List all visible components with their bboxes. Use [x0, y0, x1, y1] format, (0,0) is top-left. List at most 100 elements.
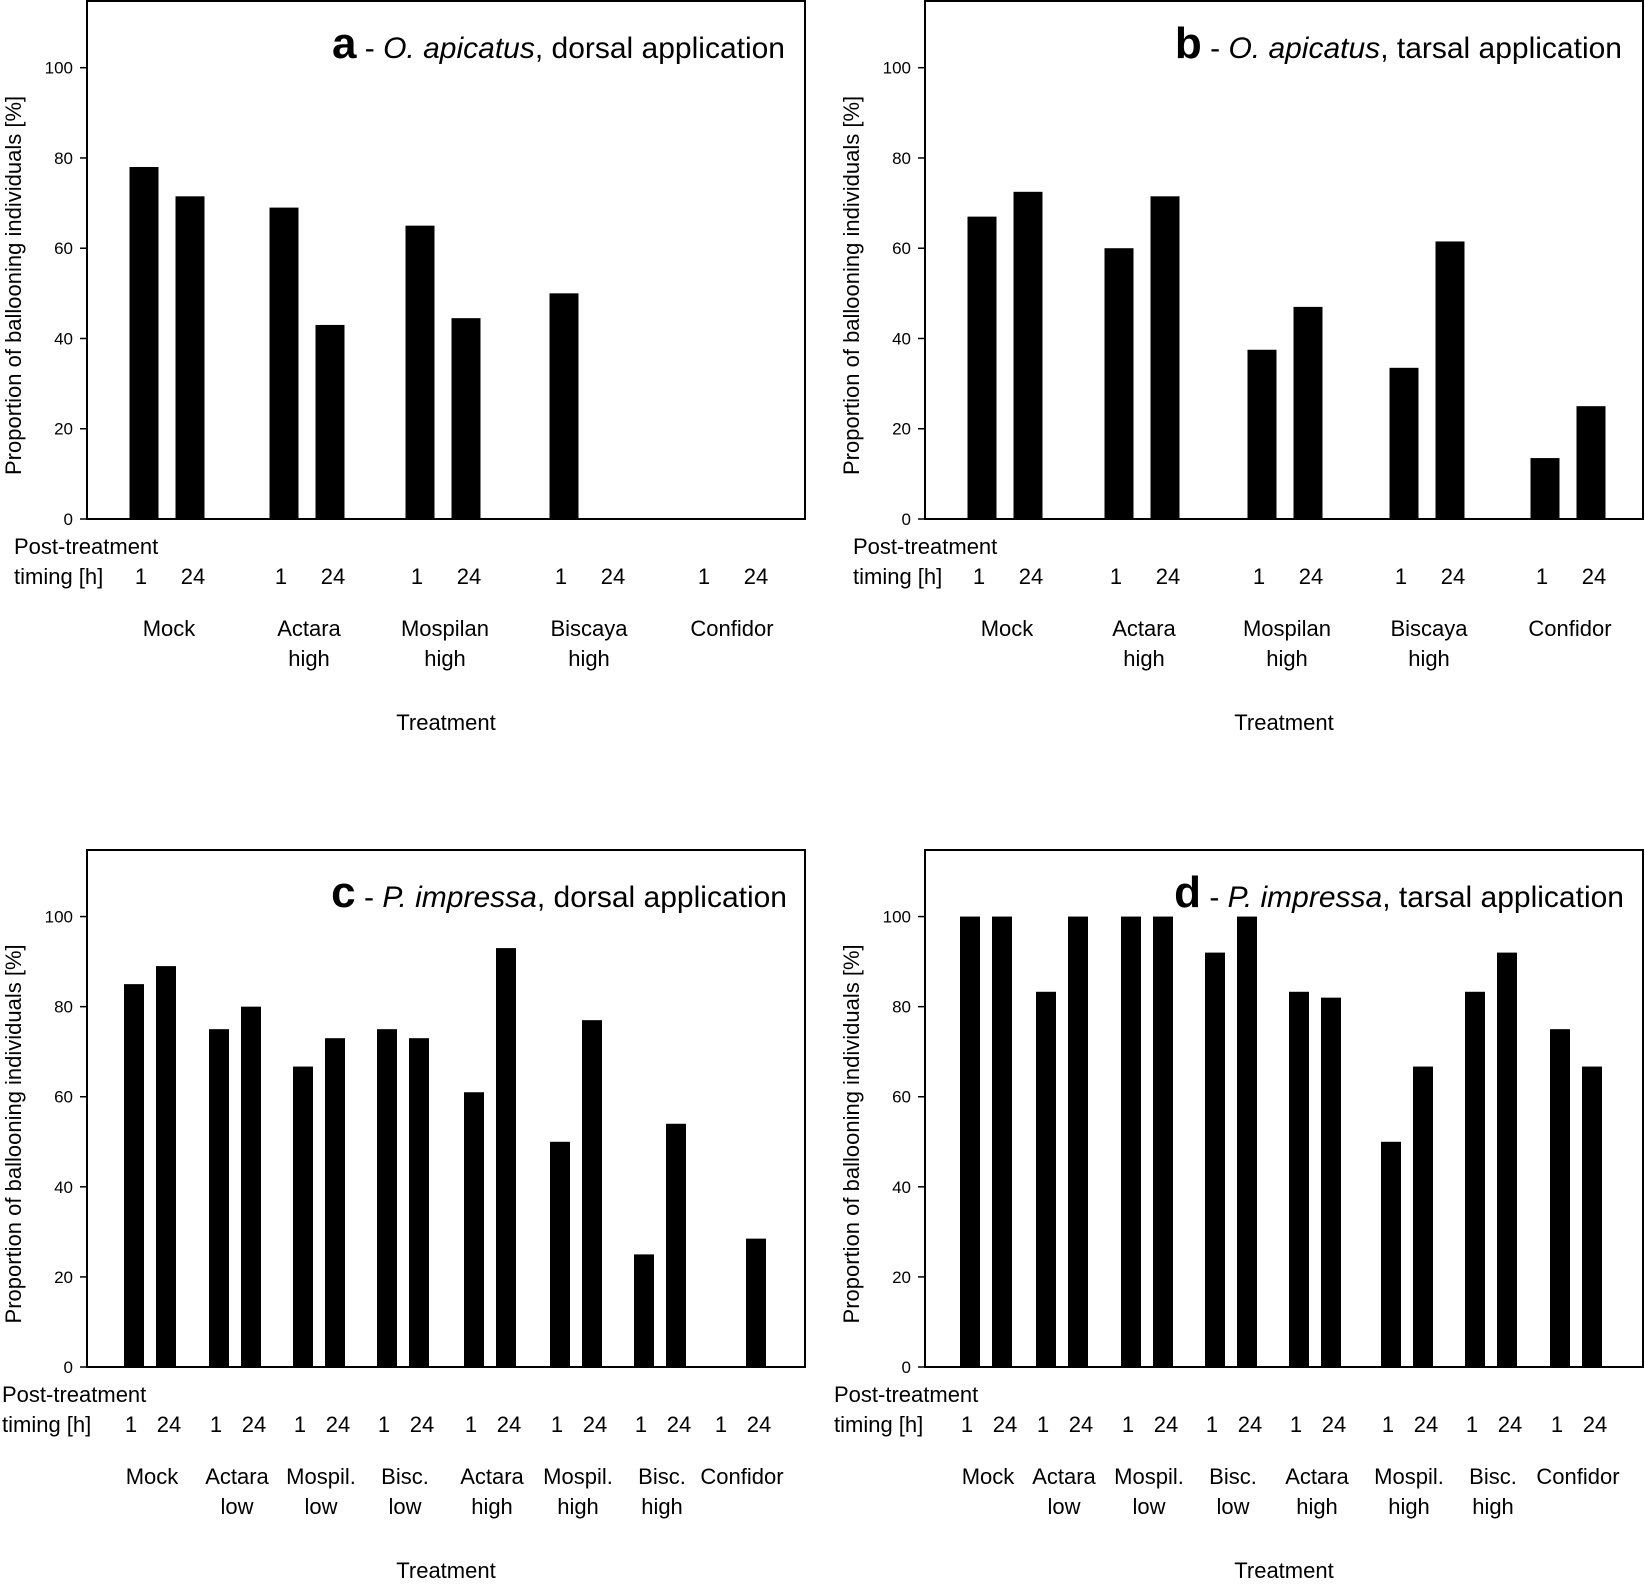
category-label: low: [388, 1494, 421, 1519]
category-label: Mospilan: [401, 616, 489, 641]
timing-1h-label: 1: [378, 1412, 390, 1437]
bar-bisc-high-24h: [666, 1123, 686, 1367]
panel-letter: d: [1174, 868, 1201, 917]
plot-frame: [86, 849, 806, 1368]
timing-label-line1: Post-treatment: [14, 534, 158, 559]
bar-bisc-low-1h: [1205, 952, 1225, 1367]
timing-1h-label: 1: [294, 1412, 306, 1437]
panel-letter: b: [1175, 19, 1202, 68]
y-tick-label: 100: [883, 908, 911, 927]
timing-1h-label: 1: [411, 564, 423, 589]
bar-actara-high-1h: [464, 1092, 484, 1367]
x-axis-label: Treatment: [1234, 1558, 1333, 1583]
bar-mock-1h: [129, 166, 159, 519]
category-label: Mock: [962, 1464, 1016, 1489]
bar-mospil-high-1h: [1381, 1141, 1401, 1367]
x-axis-label: Treatment: [396, 710, 495, 735]
bar-actara-low-1h: [209, 1029, 229, 1367]
timing-1h-label: 1: [135, 564, 147, 589]
timing-1h-label: 1: [125, 1412, 137, 1437]
y-tick-label: 40: [54, 1178, 73, 1197]
timing-24h-label: 24: [744, 564, 768, 589]
category-label: Actara: [1285, 1464, 1349, 1489]
panel-c: 0 20 40 60 80 100 Proportion of ballooning ind…: [1, 849, 806, 1583]
y-tick-label: 40: [892, 1178, 911, 1197]
timing-24h-label: 24: [1414, 1412, 1438, 1437]
category-label: Actara: [460, 1464, 524, 1489]
category-label: Mospil.: [1374, 1464, 1444, 1489]
timing-label-line1: Post-treatment: [853, 534, 997, 559]
category-label: Actara: [1112, 616, 1176, 641]
bar-actara-high-24h: [315, 324, 345, 519]
y-tick-label: 40: [54, 329, 73, 348]
bar-confidor-24h: [1582, 1066, 1602, 1367]
category-label: Bisc.: [1469, 1464, 1517, 1489]
timing-1h-label: 1: [1466, 1412, 1478, 1437]
timing-24h-label: 24: [497, 1412, 521, 1437]
category-label: Bisc.: [638, 1464, 686, 1489]
timing-1h-label: 1: [1206, 1412, 1218, 1437]
y-tick-label: 60: [892, 1088, 911, 1107]
timing-24h-label: 24: [1498, 1412, 1522, 1437]
bar-mock-1h: [960, 916, 980, 1367]
category-label: high: [424, 646, 466, 671]
timing-1h-label: 1: [465, 1412, 477, 1437]
y-tick-label: 20: [892, 420, 911, 439]
timing-24h-label: 24: [993, 1412, 1017, 1437]
timing-1h-label: 1: [555, 564, 567, 589]
title-species: P. impressa: [1228, 881, 1383, 914]
timing-1h-label: 1: [1122, 1412, 1134, 1437]
category-label: Actara: [1032, 1464, 1096, 1489]
category-label: Mospil.: [543, 1464, 613, 1489]
y-tick-label: 80: [54, 149, 73, 168]
title-rest: , tarsal application: [1382, 881, 1624, 914]
title-species: O. apicatus: [1228, 32, 1380, 65]
timing-1h-label: 1: [635, 1412, 647, 1437]
y-tick-label: 20: [54, 420, 73, 439]
timing-24h-label: 24: [1238, 1412, 1262, 1437]
bar-confidor-24h: [1576, 406, 1606, 519]
category-label: Mospil.: [1114, 1464, 1184, 1489]
y-tick-label: 80: [892, 149, 911, 168]
category-label: high: [1388, 1494, 1430, 1519]
bar-biscaya-high-1h: [1389, 367, 1419, 519]
plot-frame: [924, 849, 1644, 1368]
timing-1h-label: 1: [1395, 564, 1407, 589]
timing-24h-label: 24: [1156, 564, 1180, 589]
category-label: Confidor: [690, 616, 773, 641]
category-label: high: [1472, 1494, 1514, 1519]
timing-1h-label: 1: [698, 564, 710, 589]
bar-mospilan-high-24h: [1293, 306, 1323, 519]
x-axis-label: Treatment: [396, 1558, 495, 1583]
y-tick-label: 100: [45, 59, 73, 78]
bar-biscaya-high-1h: [549, 293, 579, 519]
panel-letter: a: [332, 19, 357, 68]
timing-24h-label: 24: [321, 564, 345, 589]
category-label: Confidor: [1536, 1464, 1619, 1489]
bar-mospilan-high-1h: [1247, 349, 1277, 519]
timing-24h-label: 24: [747, 1412, 771, 1437]
y-tick-label: 100: [883, 59, 911, 78]
title-species: P. impressa: [382, 881, 537, 914]
x-axis-label: Treatment: [1234, 710, 1333, 735]
bar-actara-low-24h: [241, 1006, 261, 1367]
bar-actara-low-1h: [1036, 991, 1056, 1367]
timing-24h-label: 24: [1069, 1412, 1093, 1437]
timing-1h-label: 1: [1290, 1412, 1302, 1437]
bar-actara-high-1h: [1104, 248, 1134, 519]
panel-title: d - P. impressa, tarsal application: [1174, 868, 1624, 917]
panel-title: c - P. impressa, dorsal application: [331, 868, 787, 917]
bar-mock-24h: [992, 916, 1012, 1367]
y-axis-label: Proportion of ballooning individuals [%]: [839, 96, 864, 475]
category-label: Mock: [126, 1464, 180, 1489]
bar-actara-high-1h: [1289, 991, 1309, 1367]
y-tick-label: 0: [902, 1358, 911, 1377]
bar-actara-high-24h: [1321, 997, 1341, 1367]
bar-actara-high-24h: [496, 948, 516, 1367]
category-label: low: [220, 1494, 253, 1519]
panel-a: 0 20 40 60 80 100 Proportion of ballooning ind…: [1, 0, 806, 735]
category-label: Mospil.: [286, 1464, 356, 1489]
timing-label-line1: Post-treatment: [834, 1382, 978, 1407]
timing-label-line2: timing [h]: [834, 1412, 923, 1437]
